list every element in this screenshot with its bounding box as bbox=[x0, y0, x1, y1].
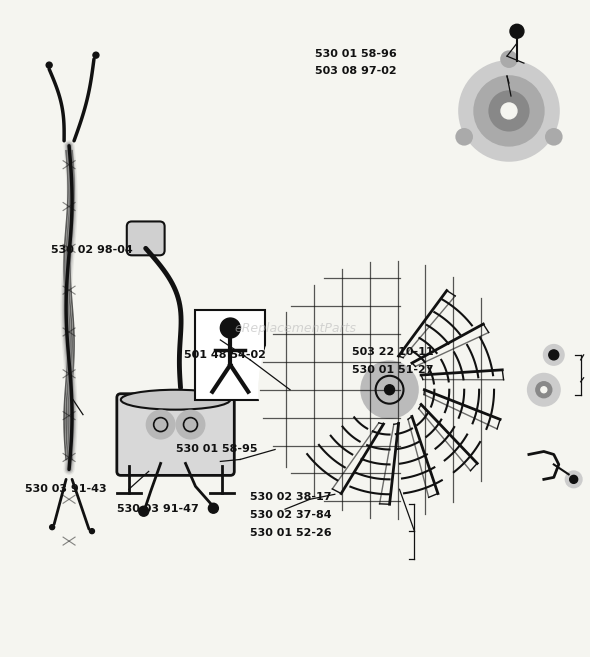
Circle shape bbox=[501, 103, 517, 119]
Circle shape bbox=[93, 52, 99, 58]
Circle shape bbox=[90, 529, 94, 533]
Circle shape bbox=[42, 58, 56, 72]
Text: 530 02 98-04: 530 02 98-04 bbox=[51, 245, 133, 256]
Text: 503 22 10-11: 503 22 10-11 bbox=[352, 347, 434, 357]
Circle shape bbox=[176, 411, 204, 438]
Circle shape bbox=[544, 345, 563, 365]
Circle shape bbox=[139, 507, 149, 516]
Text: 530 02 38-17: 530 02 38-17 bbox=[250, 492, 332, 503]
Circle shape bbox=[528, 374, 560, 405]
Circle shape bbox=[474, 76, 544, 146]
Circle shape bbox=[385, 385, 395, 395]
Circle shape bbox=[536, 382, 552, 397]
Circle shape bbox=[260, 260, 519, 519]
Circle shape bbox=[570, 476, 578, 484]
Text: 530 01 58-95: 530 01 58-95 bbox=[176, 445, 257, 455]
Circle shape bbox=[46, 62, 52, 68]
Circle shape bbox=[546, 129, 562, 145]
Circle shape bbox=[208, 503, 218, 513]
FancyBboxPatch shape bbox=[117, 394, 234, 476]
Circle shape bbox=[456, 129, 472, 145]
Text: 530 01 52-26: 530 01 52-26 bbox=[250, 528, 332, 538]
Circle shape bbox=[87, 526, 97, 536]
Text: 530 03 91-43: 530 03 91-43 bbox=[25, 484, 107, 494]
Text: 501 48 54-02: 501 48 54-02 bbox=[183, 350, 266, 360]
Circle shape bbox=[459, 61, 559, 161]
Circle shape bbox=[260, 260, 519, 519]
Circle shape bbox=[50, 525, 55, 530]
Text: eReplacementParts: eReplacementParts bbox=[234, 321, 356, 334]
Bar bbox=[195, 310, 265, 399]
Circle shape bbox=[566, 471, 582, 487]
Circle shape bbox=[541, 387, 547, 393]
FancyBboxPatch shape bbox=[127, 221, 165, 256]
Circle shape bbox=[47, 522, 57, 532]
Circle shape bbox=[220, 318, 240, 338]
Circle shape bbox=[549, 350, 559, 360]
Text: 503 08 97-02: 503 08 97-02 bbox=[315, 66, 396, 76]
Circle shape bbox=[362, 362, 417, 418]
Circle shape bbox=[501, 51, 517, 67]
Text: 530 01 58-96: 530 01 58-96 bbox=[315, 49, 396, 59]
Circle shape bbox=[510, 24, 524, 38]
Circle shape bbox=[89, 48, 103, 62]
Circle shape bbox=[147, 411, 175, 438]
Text: 530 01 51-27: 530 01 51-27 bbox=[352, 365, 433, 375]
Circle shape bbox=[489, 91, 529, 131]
Text: 530 02 37-84: 530 02 37-84 bbox=[250, 510, 332, 520]
Text: 530 03 91-47: 530 03 91-47 bbox=[117, 504, 199, 514]
Ellipse shape bbox=[121, 390, 230, 410]
